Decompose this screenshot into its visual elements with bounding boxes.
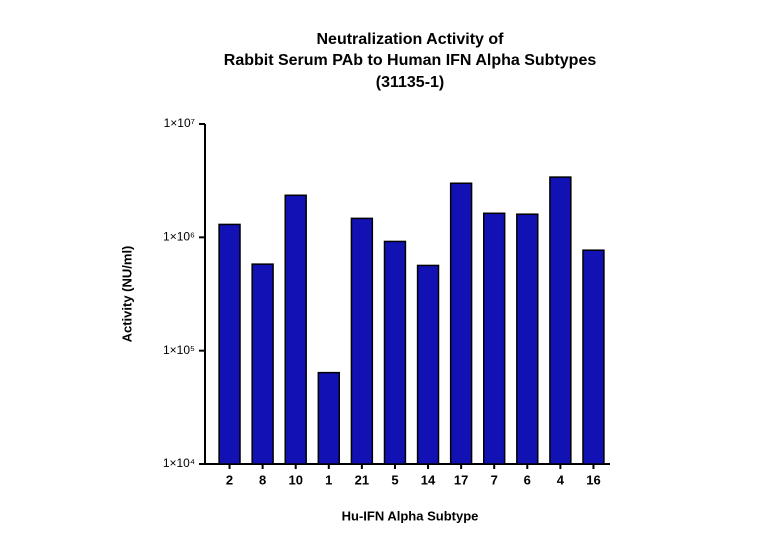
x-tick-label: 1 — [325, 472, 332, 487]
bar — [482, 212, 506, 465]
y-tick-label: 1×10⁶ — [163, 230, 195, 244]
x-tick-label: 4 — [557, 472, 565, 487]
bar — [317, 371, 341, 465]
bar — [218, 223, 241, 465]
x-tick-label: 17 — [454, 472, 468, 487]
bar — [416, 264, 440, 465]
x-tick-label: 10 — [288, 472, 302, 487]
y-tick-label: 1×10⁷ — [164, 116, 195, 130]
x-tick-label: 2 — [226, 472, 233, 487]
bar — [516, 213, 539, 465]
x-tick-label: 6 — [524, 472, 531, 487]
x-axis-label: Hu-IFN Alpha Subtype — [342, 508, 479, 523]
x-tick-label: 5 — [391, 472, 398, 487]
x-tick-label: 8 — [259, 472, 266, 487]
x-tick-label: 16 — [586, 472, 600, 487]
bar — [582, 249, 605, 465]
bar — [383, 240, 407, 465]
bar — [350, 217, 374, 465]
chart-title: Rabbit Serum PAb to Human IFN Alpha Subt… — [224, 52, 597, 69]
x-tick-label: 7 — [491, 472, 498, 487]
chart-title: (31135-1) — [376, 74, 445, 91]
bar — [549, 176, 572, 465]
y-axis-label: Activity (NU/ml) — [119, 246, 134, 343]
bar — [251, 263, 274, 465]
y-tick-label: 1×10⁴ — [163, 456, 195, 470]
x-tick-label: 21 — [355, 472, 369, 487]
bar — [449, 182, 473, 465]
y-tick-label: 1×10⁵ — [163, 343, 195, 357]
x-tick-label: 14 — [421, 472, 436, 487]
chart-title: Neutralization Activity of — [317, 31, 505, 48]
bar — [284, 194, 307, 465]
